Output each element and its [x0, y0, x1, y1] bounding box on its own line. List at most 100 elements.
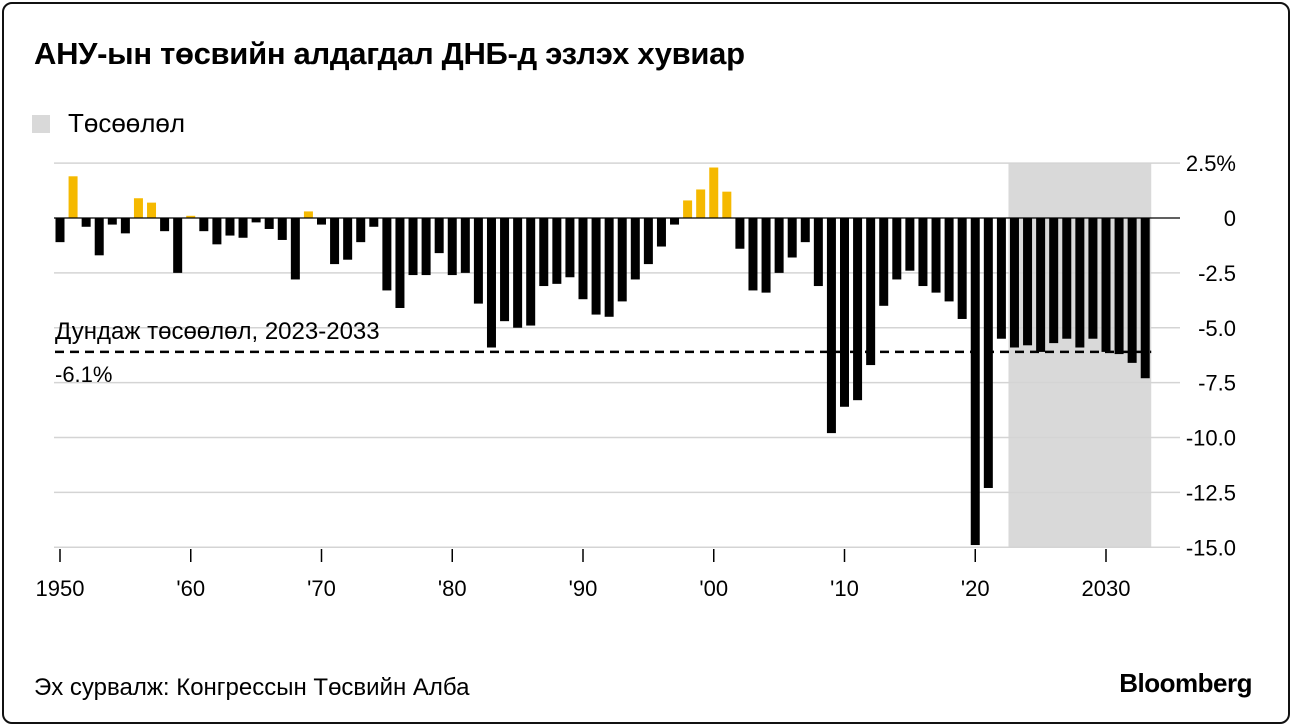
legend-swatch-projection [32, 114, 50, 133]
bar-1994 [630, 218, 640, 280]
bar-1962 [212, 218, 222, 245]
source-note: Эх сурвалж: Конгрессын Төсвийн Алба [34, 674, 470, 701]
bar-1952 [81, 218, 91, 227]
bar-1969 [303, 211, 313, 218]
bar-1986 [526, 218, 536, 326]
x-tick-label: '80 [438, 576, 467, 601]
bar-1979 [434, 218, 444, 254]
y-tick-label: -2.5 [1198, 261, 1236, 286]
bar-1970 [317, 218, 326, 225]
bar-2017 [931, 218, 941, 293]
bar-1985 [513, 218, 523, 328]
bar-1987 [539, 218, 549, 287]
x-tick-label: '90 [569, 576, 598, 601]
y-tick-label: 0 [1224, 206, 1236, 231]
bar-1984 [500, 218, 510, 322]
y-tick-label: -15.0 [1186, 535, 1236, 560]
bar-1978 [421, 218, 431, 276]
bar-1968 [290, 218, 300, 280]
x-tick-label: '00 [699, 576, 728, 601]
bar-2029 [1088, 218, 1098, 339]
bar-1981 [460, 218, 470, 273]
bar-2012 [866, 218, 876, 366]
bar-2030 [1101, 218, 1111, 352]
x-tick-label: 1950 [36, 576, 85, 601]
bar-1991 [591, 218, 601, 315]
bar-1972 [343, 218, 353, 260]
bar-2024 [1023, 218, 1033, 346]
bar-1999 [696, 189, 706, 218]
bar-2025 [1036, 218, 1046, 352]
bar-2009 [826, 218, 836, 434]
bar-2011 [853, 218, 863, 401]
x-tick-label: '70 [307, 576, 336, 601]
bar-1950 [55, 218, 65, 243]
bar-1973 [356, 218, 366, 243]
bar-2019 [957, 218, 967, 319]
bar-1953 [94, 218, 104, 256]
bar-1966 [264, 218, 274, 229]
bar-1958 [160, 218, 170, 232]
y-tick-label: -12.5 [1186, 480, 1236, 505]
bar-1988 [552, 218, 562, 284]
bloomberg-logo: Bloomberg [1119, 668, 1252, 698]
chart-title: АНУ-ын төсвийн алдагдал ДНБ-д эзлэх хуви… [34, 36, 745, 71]
legend-label: Төсөөлөл [68, 108, 186, 138]
bar-1989 [565, 218, 575, 278]
bar-2007 [800, 218, 810, 243]
bar-1983 [486, 218, 496, 348]
bar-2028 [1075, 218, 1085, 348]
bar-1990 [578, 218, 588, 300]
x-tick-label: 2030 [1082, 576, 1131, 601]
bar-2014 [892, 218, 902, 280]
average-projection-value: -6.1% [55, 362, 112, 387]
bar-2018 [944, 218, 954, 302]
bar-2031 [1114, 218, 1124, 355]
y-tick-label: -10.0 [1186, 426, 1236, 451]
bar-1992 [604, 218, 614, 317]
bar-2032 [1127, 218, 1137, 363]
bar-2002 [735, 218, 745, 249]
bar-2004 [761, 218, 771, 293]
bar-2020 [970, 218, 980, 546]
bar-1955 [120, 218, 130, 234]
bar-2005 [774, 218, 784, 273]
bar-2023 [1009, 218, 1019, 348]
bar-2006 [787, 218, 797, 258]
legend: Төсөөлөл [32, 108, 185, 139]
bar-1975 [382, 218, 392, 291]
bar-1993 [617, 218, 627, 302]
bar-1967 [277, 218, 287, 240]
bar-1965 [251, 218, 261, 223]
bar-2026 [1049, 218, 1059, 344]
bar-1995 [643, 218, 653, 265]
bar-2013 [879, 218, 889, 306]
bar-2008 [813, 218, 823, 287]
x-tick-label: '20 [961, 576, 990, 601]
bar-1974 [369, 218, 379, 227]
bar-1980 [447, 218, 457, 276]
bar-1976 [395, 218, 405, 308]
bar-1998 [683, 200, 693, 218]
bar-2001 [722, 191, 732, 218]
bar-2027 [1062, 218, 1072, 339]
bar-1954 [107, 218, 117, 225]
bar-1956 [133, 198, 143, 218]
bar-2015 [905, 218, 915, 271]
bar-1971 [330, 218, 340, 265]
bar-2033 [1140, 218, 1150, 379]
bar-1997 [670, 218, 680, 225]
bar-1961 [199, 218, 209, 232]
bar-1957 [147, 202, 157, 218]
bar-1964 [238, 218, 248, 238]
bar-2003 [748, 218, 758, 291]
bar-2022 [996, 218, 1006, 339]
bar-1951 [68, 176, 78, 218]
average-projection-label: Дундаж төсөөлөл, 2023-2033 [55, 318, 380, 345]
bar-2000 [709, 167, 719, 218]
bar-1960 [186, 215, 196, 218]
bar-2010 [840, 218, 849, 407]
bar-1959 [173, 218, 183, 273]
